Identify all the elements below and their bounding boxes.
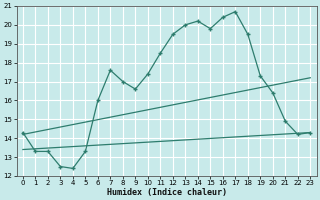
X-axis label: Humidex (Indice chaleur): Humidex (Indice chaleur)	[107, 188, 227, 197]
